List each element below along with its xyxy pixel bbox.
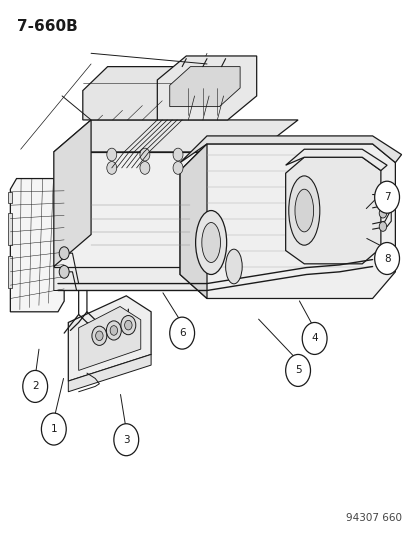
Text: 1: 1 [50,424,57,434]
Text: 94307 660: 94307 660 [345,513,401,523]
Circle shape [41,413,66,445]
Polygon shape [157,56,256,120]
Polygon shape [285,157,380,264]
Circle shape [378,222,386,231]
Circle shape [285,354,310,386]
Circle shape [374,243,399,274]
Polygon shape [180,144,394,298]
Ellipse shape [288,176,319,245]
Polygon shape [68,296,151,381]
Ellipse shape [294,189,313,232]
Circle shape [59,265,69,278]
Text: 2: 2 [32,382,38,391]
Polygon shape [10,179,64,312]
Polygon shape [180,136,401,163]
Polygon shape [54,266,256,290]
Ellipse shape [195,211,226,274]
Text: 3: 3 [123,435,129,445]
Circle shape [106,321,121,340]
Polygon shape [54,120,91,266]
Circle shape [140,161,150,174]
Polygon shape [83,67,182,120]
Text: 8: 8 [383,254,389,263]
Polygon shape [285,149,386,171]
Circle shape [92,326,107,345]
Circle shape [59,247,69,260]
Text: 7-660B: 7-660B [17,19,77,34]
Circle shape [140,148,150,161]
Polygon shape [54,152,256,266]
Circle shape [95,331,103,341]
Circle shape [107,148,116,161]
Circle shape [301,322,326,354]
Circle shape [169,317,194,349]
Polygon shape [169,67,240,107]
Polygon shape [180,144,206,298]
Circle shape [124,320,132,330]
Polygon shape [8,256,12,288]
Circle shape [110,326,117,335]
Text: 4: 4 [311,334,317,343]
Circle shape [107,161,116,174]
Text: 5: 5 [294,366,301,375]
Polygon shape [8,213,12,245]
Circle shape [374,181,399,213]
Polygon shape [68,354,151,392]
Circle shape [378,195,386,205]
Text: 7: 7 [383,192,389,202]
Circle shape [173,148,183,161]
Circle shape [114,424,138,456]
Ellipse shape [225,249,242,284]
Circle shape [23,370,47,402]
Polygon shape [8,192,12,203]
Text: 6: 6 [178,328,185,338]
Polygon shape [54,120,297,152]
Circle shape [378,208,386,218]
Circle shape [173,161,183,174]
Ellipse shape [202,223,220,263]
Polygon shape [78,306,140,370]
Circle shape [121,316,135,335]
